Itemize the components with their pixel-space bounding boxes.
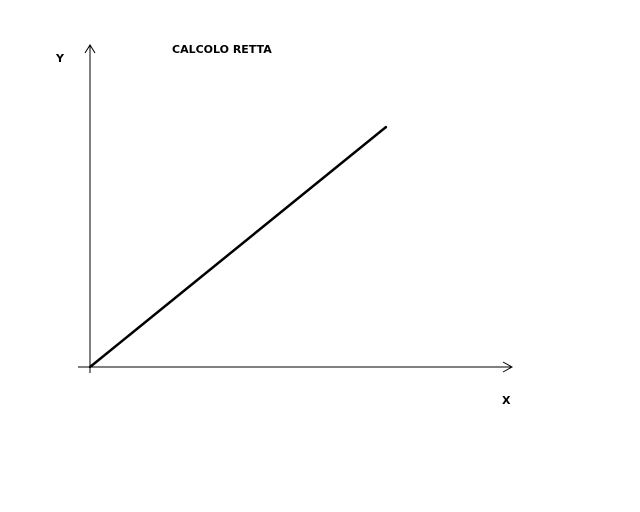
y-axis-arrowhead <box>84 44 96 54</box>
chart-title: CALCOLO RETTA <box>172 43 272 56</box>
axes <box>78 44 514 373</box>
y-axis-label: Y <box>55 52 65 65</box>
series-line-0 <box>88 125 388 369</box>
x-axis-arrowhead <box>502 361 514 373</box>
series-layer <box>88 125 388 369</box>
x-axis-label: X <box>502 394 511 407</box>
